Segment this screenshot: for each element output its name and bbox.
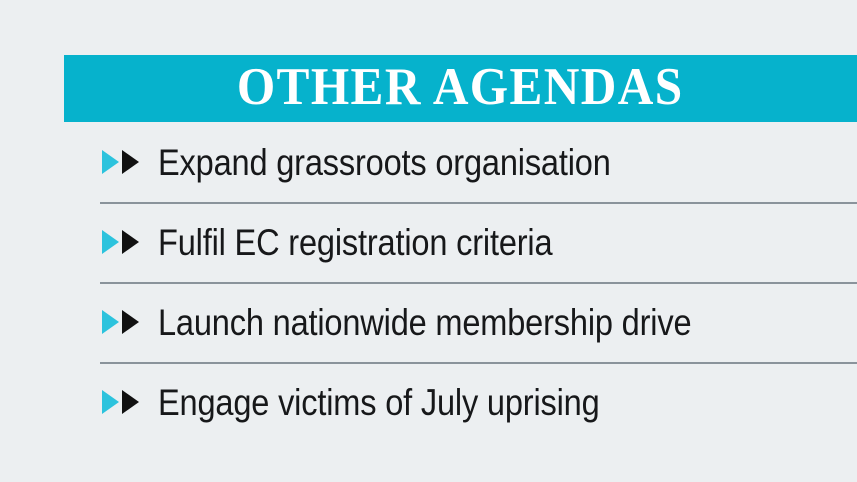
list-item-label: Expand grassroots organisation	[158, 141, 611, 183]
list-divider	[100, 202, 857, 204]
page-title: OTHER AGENDAS	[237, 57, 684, 116]
list-item-label: Fulfil EC registration criteria	[158, 221, 553, 263]
double-chevron-right-icon	[100, 147, 146, 177]
list-item: Launch nationwide membership drive	[0, 282, 857, 362]
list-divider	[100, 282, 857, 284]
double-chevron-right-icon	[100, 307, 146, 337]
header-banner: OTHER AGENDAS	[64, 55, 857, 122]
list-item: Fulfil EC registration criteria	[0, 202, 857, 282]
list-item-label: Engage victims of July uprising	[158, 381, 600, 423]
list-item: Expand grassroots organisation	[0, 122, 857, 202]
agenda-list: Expand grassroots organisation Fulfil EC…	[0, 122, 857, 482]
double-chevron-right-icon	[100, 227, 146, 257]
list-item: Engage victims of July uprising	[0, 362, 857, 442]
list-item-label: Launch nationwide membership drive	[158, 301, 692, 343]
double-chevron-right-icon	[100, 387, 146, 417]
list-divider	[100, 362, 857, 364]
